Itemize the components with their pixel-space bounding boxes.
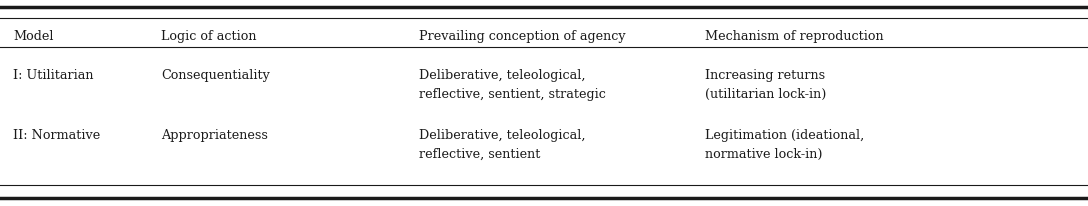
Text: Mechanism of reproduction: Mechanism of reproduction bbox=[705, 30, 883, 43]
Text: Legitimation (ideational,
normative lock-in): Legitimation (ideational, normative lock… bbox=[705, 129, 864, 161]
Text: Logic of action: Logic of action bbox=[161, 30, 257, 43]
Text: I: Utilitarian: I: Utilitarian bbox=[13, 69, 94, 82]
Text: Deliberative, teleological,
reflective, sentient: Deliberative, teleological, reflective, … bbox=[419, 129, 585, 161]
Text: Consequentiality: Consequentiality bbox=[161, 69, 270, 82]
Text: Model: Model bbox=[13, 30, 53, 43]
Text: Deliberative, teleological,
reflective, sentient, strategic: Deliberative, teleological, reflective, … bbox=[419, 69, 606, 101]
Text: Increasing returns
(utilitarian lock-in): Increasing returns (utilitarian lock-in) bbox=[705, 69, 827, 101]
Text: Appropriateness: Appropriateness bbox=[161, 129, 268, 142]
Text: Prevailing conception of agency: Prevailing conception of agency bbox=[419, 30, 626, 43]
Text: II: Normative: II: Normative bbox=[13, 129, 100, 142]
